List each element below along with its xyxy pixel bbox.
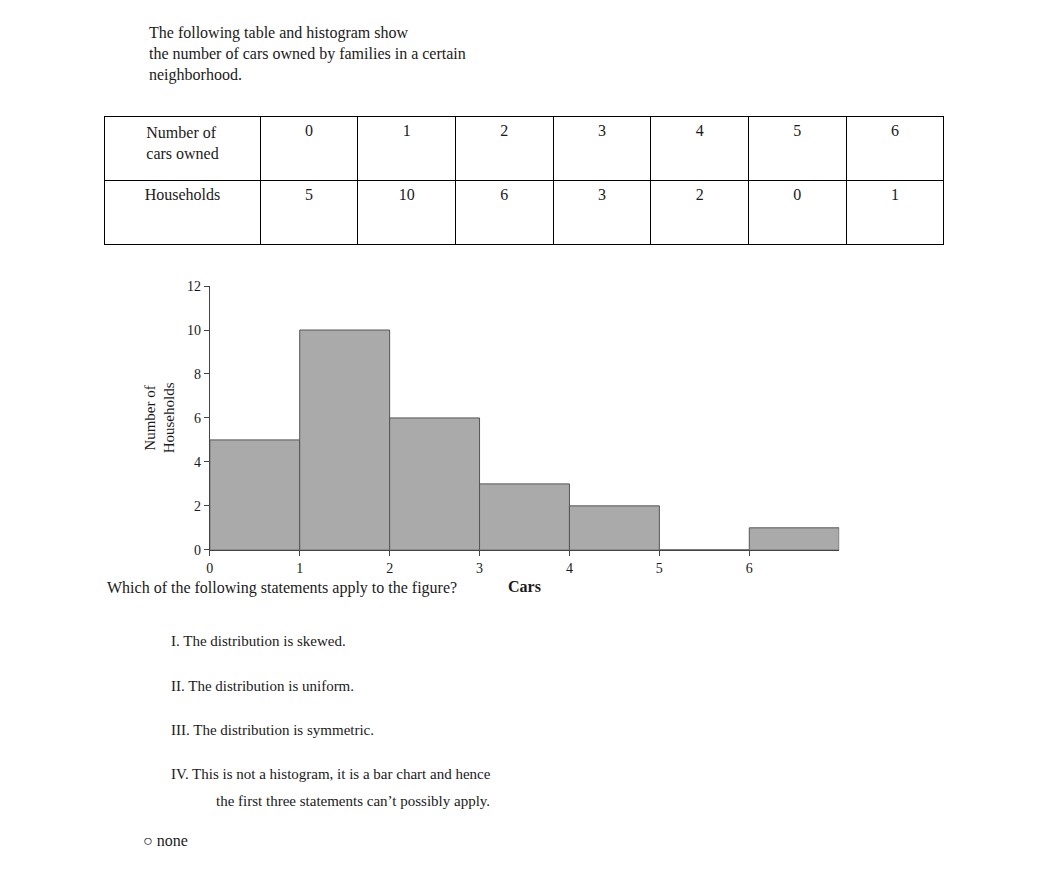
svg-text:2: 2 xyxy=(500,122,508,139)
svg-text:4: 4 xyxy=(194,455,201,470)
svg-text:3: 3 xyxy=(598,186,606,203)
svg-text:I. The distribution is skewed.: I. The distribution is skewed. xyxy=(171,633,346,649)
svg-text:4: 4 xyxy=(696,122,704,139)
svg-text:5: 5 xyxy=(305,186,313,203)
svg-text:the first three statements can: the first three statements can’t possibl… xyxy=(216,793,490,809)
svg-text:2: 2 xyxy=(194,499,201,514)
svg-text:0: 0 xyxy=(206,561,213,576)
svg-text:Which of the following stateme: Which of the following statements apply … xyxy=(107,579,457,597)
svg-text:1: 1 xyxy=(891,186,899,203)
svg-text:5: 5 xyxy=(656,561,663,576)
svg-text:12: 12 xyxy=(187,279,201,294)
svg-text:1: 1 xyxy=(296,561,303,576)
svg-text:6: 6 xyxy=(746,561,753,576)
svg-text:6: 6 xyxy=(891,122,899,139)
svg-text:0: 0 xyxy=(194,543,201,558)
svg-text:Number ofcars owned: Number ofcars owned xyxy=(146,124,218,162)
svg-text:10: 10 xyxy=(399,186,415,203)
svg-text:6: 6 xyxy=(194,411,201,426)
svg-text:○ none: ○ none xyxy=(143,832,188,849)
svg-text:Households: Households xyxy=(145,186,221,203)
svg-text:5: 5 xyxy=(793,122,801,139)
svg-text:4: 4 xyxy=(566,561,573,576)
svg-text:The following table and histog: The following table and histogram showth… xyxy=(149,24,466,84)
svg-text:III. The distribution is symme: III. The distribution is symmetric. xyxy=(171,722,374,738)
svg-text:2: 2 xyxy=(386,561,393,576)
svg-text:10: 10 xyxy=(187,323,201,338)
svg-text:II. The distribution is unifor: II. The distribution is uniform. xyxy=(171,678,354,694)
svg-text:IV. This is not a histogram, i: IV. This is not a histogram, it is a bar… xyxy=(171,766,491,782)
svg-text:2: 2 xyxy=(696,186,704,203)
svg-text:1: 1 xyxy=(403,122,411,139)
svg-text:3: 3 xyxy=(476,561,483,576)
svg-text:8: 8 xyxy=(194,367,201,382)
svg-text:6: 6 xyxy=(500,186,508,203)
svg-text:3: 3 xyxy=(598,122,606,139)
svg-text:0: 0 xyxy=(305,122,313,139)
svg-text:Cars: Cars xyxy=(508,578,541,595)
svg-text:0: 0 xyxy=(793,186,801,203)
svg-text:Number ofHouseholds: Number ofHouseholds xyxy=(142,382,178,453)
